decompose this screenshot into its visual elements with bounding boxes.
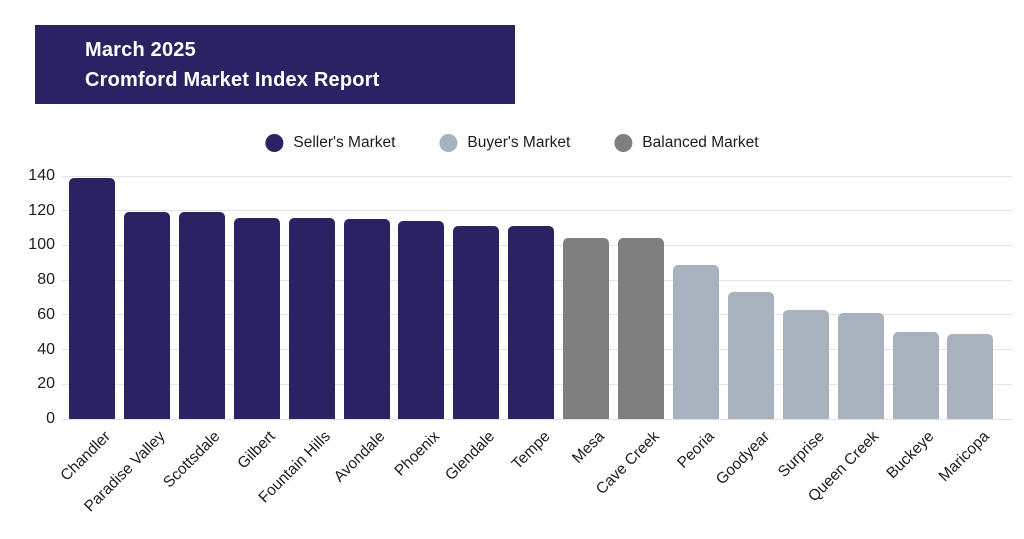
bar-glendale (453, 226, 500, 419)
chart-legend: Seller's Market Buyer's Market Balanced Ma… (265, 134, 759, 152)
legend-label-balanced: Balanced Market (642, 134, 759, 151)
y-tick-label-20: 20 (37, 375, 55, 393)
x-tick-label-maricopa: Maricopa (935, 428, 993, 486)
x-tick-label-peoria: Peoria (674, 428, 718, 472)
x-tick-label-avondale: Avondale (330, 428, 389, 486)
y-tick-label-80: 80 (37, 271, 55, 289)
bar-phoenix (398, 221, 445, 419)
y-tick-label-100: 100 (28, 236, 55, 254)
x-tick-label-scottsdale: Scottsdale (160, 428, 224, 492)
bar-peoria (672, 264, 719, 419)
x-tick-label-buckeye: Buckeye (883, 428, 938, 483)
legend-dot-seller-icon (265, 134, 284, 152)
legend-item-seller: Seller's Market (265, 134, 395, 152)
gridline-120 (62, 210, 1012, 212)
bar-paradise-valley (123, 212, 170, 419)
y-tick-label-60: 60 (37, 305, 55, 323)
bar-tempe (508, 226, 555, 419)
y-tick-label-140: 140 (28, 167, 55, 184)
gridline-140 (62, 175, 1012, 177)
x-tick-label-gilbert: Gilbert (234, 428, 279, 473)
bar-queen-creek (837, 313, 884, 419)
x-tick-label-glendale: Glendale (442, 428, 499, 484)
legend-label-buyer: Buyer's Market (467, 134, 571, 151)
bar-chandler (69, 177, 115, 419)
y-tick-label-0: 0 (46, 410, 55, 427)
report-title-line1: March 2025 (85, 38, 196, 61)
legend-dot-buyer-icon (439, 134, 458, 152)
bar-surprise (782, 309, 829, 419)
bar-goodyear (727, 292, 774, 419)
legend-dot-balanced-icon (614, 134, 633, 152)
report-title-box: March 2025 Cromford Market Index Report (35, 25, 515, 104)
bar-avondale (343, 219, 390, 419)
x-tick-label-goodyear: Goodyear (712, 428, 773, 489)
report-title-line2: Cromford Market Index Report (85, 68, 380, 91)
x-tick-label-tempe: Tempe (508, 428, 554, 473)
bar-fountain-hills (288, 217, 335, 419)
legend-label-seller: Seller's Market (293, 134, 396, 151)
legend-item-buyer: Buyer's Market (439, 134, 570, 152)
gridline-0 (62, 418, 1012, 420)
y-tick-label-120: 120 (28, 201, 55, 219)
x-tick-label-surprise: Surprise (774, 428, 828, 481)
bar-scottsdale (178, 212, 225, 419)
x-tick-label-phoenix: Phoenix (391, 428, 444, 480)
y-tick-label-40: 40 (37, 340, 55, 358)
x-tick-label-mesa: Mesa (569, 428, 609, 467)
bar-maricopa (947, 333, 994, 419)
bar-mesa (563, 238, 610, 419)
bar-gilbert (233, 217, 280, 419)
bar-buckeye (892, 332, 939, 419)
legend-item-balanced: Balanced Market (614, 134, 759, 152)
bar-cave-creek (618, 238, 664, 419)
